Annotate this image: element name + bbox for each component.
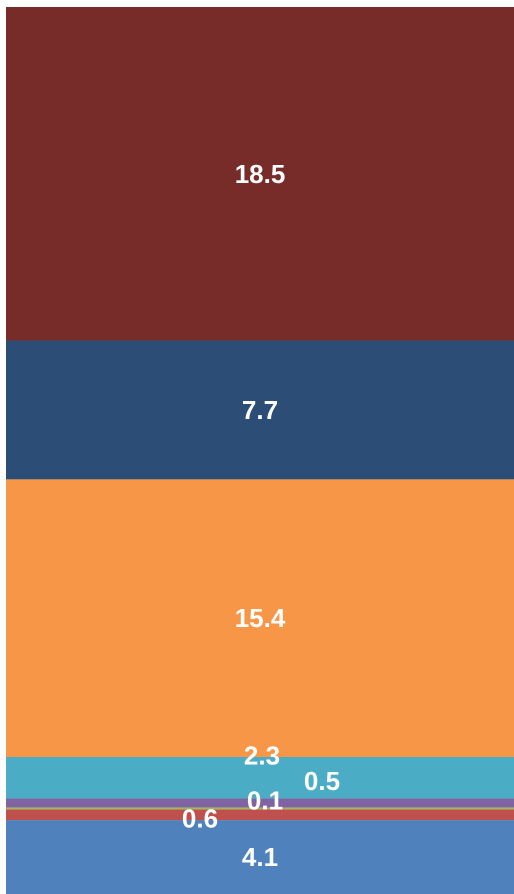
data-label-4: 2.3	[244, 741, 280, 771]
data-label-1: 0.6	[182, 804, 218, 834]
data-label-6: 7.7	[242, 395, 278, 425]
data-label-5: 15.4	[235, 603, 286, 633]
bar-segment-7	[6, 7, 514, 341]
data-labels: 4.1 0.6 0.1 0.5 2.3 15.4 7.7 18.5	[182, 159, 340, 872]
bar-segment-0	[6, 820, 514, 894]
data-label-0: 4.1	[242, 842, 278, 872]
bar-segment-6	[6, 340, 514, 480]
bar-segment-4	[6, 756, 514, 799]
bar-segments	[6, 7, 514, 894]
bar-segment-1	[6, 809, 514, 821]
data-label-7: 18.5	[235, 159, 286, 189]
bar-segment-5	[6, 479, 514, 757]
bar-segment-3	[6, 798, 514, 808]
data-label-3: 0.5	[304, 766, 340, 796]
data-label-2: 0.1	[247, 785, 283, 815]
bar-segment-2	[6, 807, 514, 810]
